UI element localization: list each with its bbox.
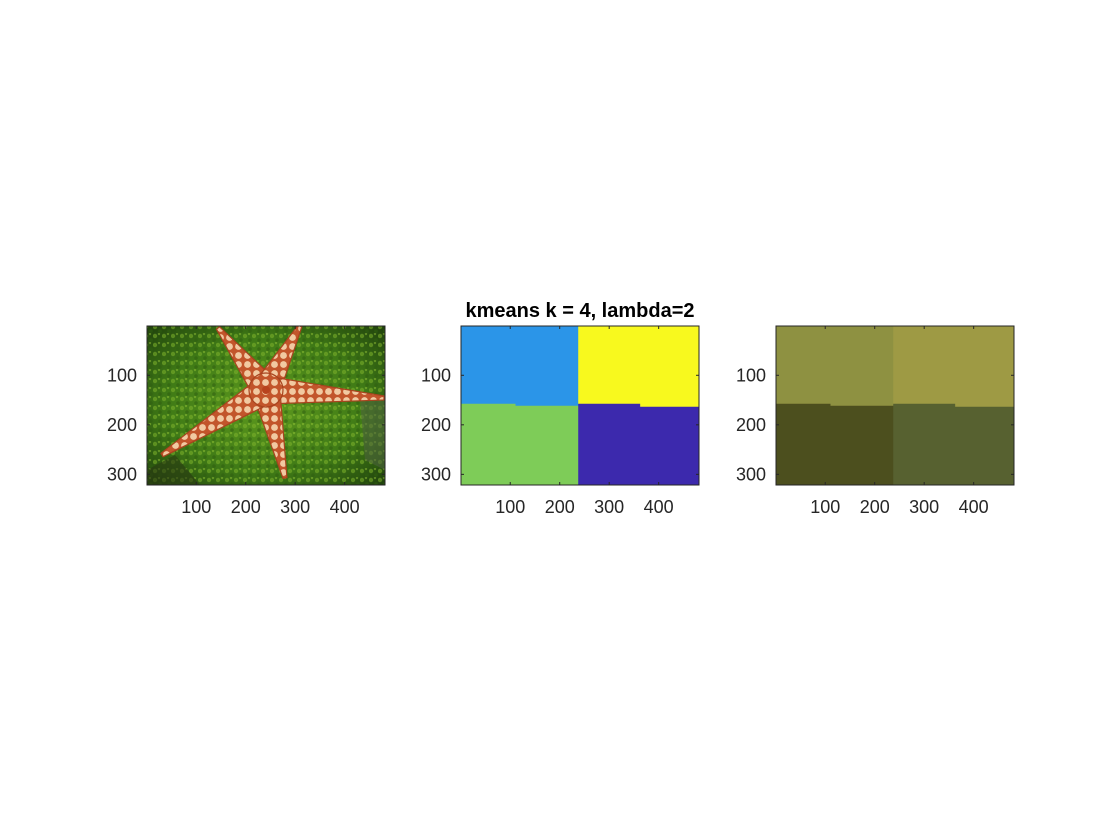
x-tick-label: 400 [959, 497, 989, 517]
y-tick-label: 100 [421, 365, 451, 385]
x-tick-label: 100 [181, 497, 211, 517]
x-tick-label: 200 [860, 497, 890, 517]
y-tick-label: 200 [421, 415, 451, 435]
x-tick-label: 100 [810, 497, 840, 517]
cluster-color-panel: 100 200 300 400 100 200 300 [736, 325, 1015, 517]
cluster-label-panel: 100 200 300 400 100 200 300 kmeans k = 4, lambd… [421, 300, 700, 517]
x-tick-label: 200 [545, 497, 575, 517]
x-tick-label: 400 [330, 497, 360, 517]
x-tick-label: 100 [495, 497, 525, 517]
y-tick-label: 300 [736, 464, 766, 484]
cluster-region-2 [578, 325, 700, 408]
photo-rock [360, 395, 385, 470]
cluster-region-4 [893, 403, 1015, 486]
x-tick-label: 200 [231, 497, 261, 517]
x-tick-label: 300 [909, 497, 939, 517]
x-tick-label: 300 [280, 497, 310, 517]
starfish-arms [160, 326, 385, 480]
y-tick-label: 200 [107, 415, 137, 435]
photo-shadow [147, 455, 200, 485]
x-tick-label: 400 [644, 497, 674, 517]
cluster-region-4 [578, 403, 700, 486]
y-tick-label: 100 [736, 365, 766, 385]
cluster-region-3 [460, 403, 579, 486]
cluster-region-1 [775, 325, 894, 407]
cluster-region-1 [460, 325, 579, 407]
axes-box [146, 325, 386, 486]
y-tick-label: 100 [107, 365, 137, 385]
axes-box [775, 325, 1015, 486]
cluster-region-2 [893, 325, 1015, 408]
y-tick-label: 200 [736, 415, 766, 435]
starfish-photo [147, 326, 385, 485]
chart-title: kmeans k = 4, lambda=2 [465, 300, 694, 322]
cluster-region-3 [775, 403, 894, 486]
photo-panel: 100 200 300 400 100 200 300 [107, 325, 386, 517]
y-tick-label: 300 [421, 464, 451, 484]
x-tick-label: 300 [594, 497, 624, 517]
y-tick-label: 300 [107, 464, 137, 484]
axes-box [460, 325, 700, 486]
